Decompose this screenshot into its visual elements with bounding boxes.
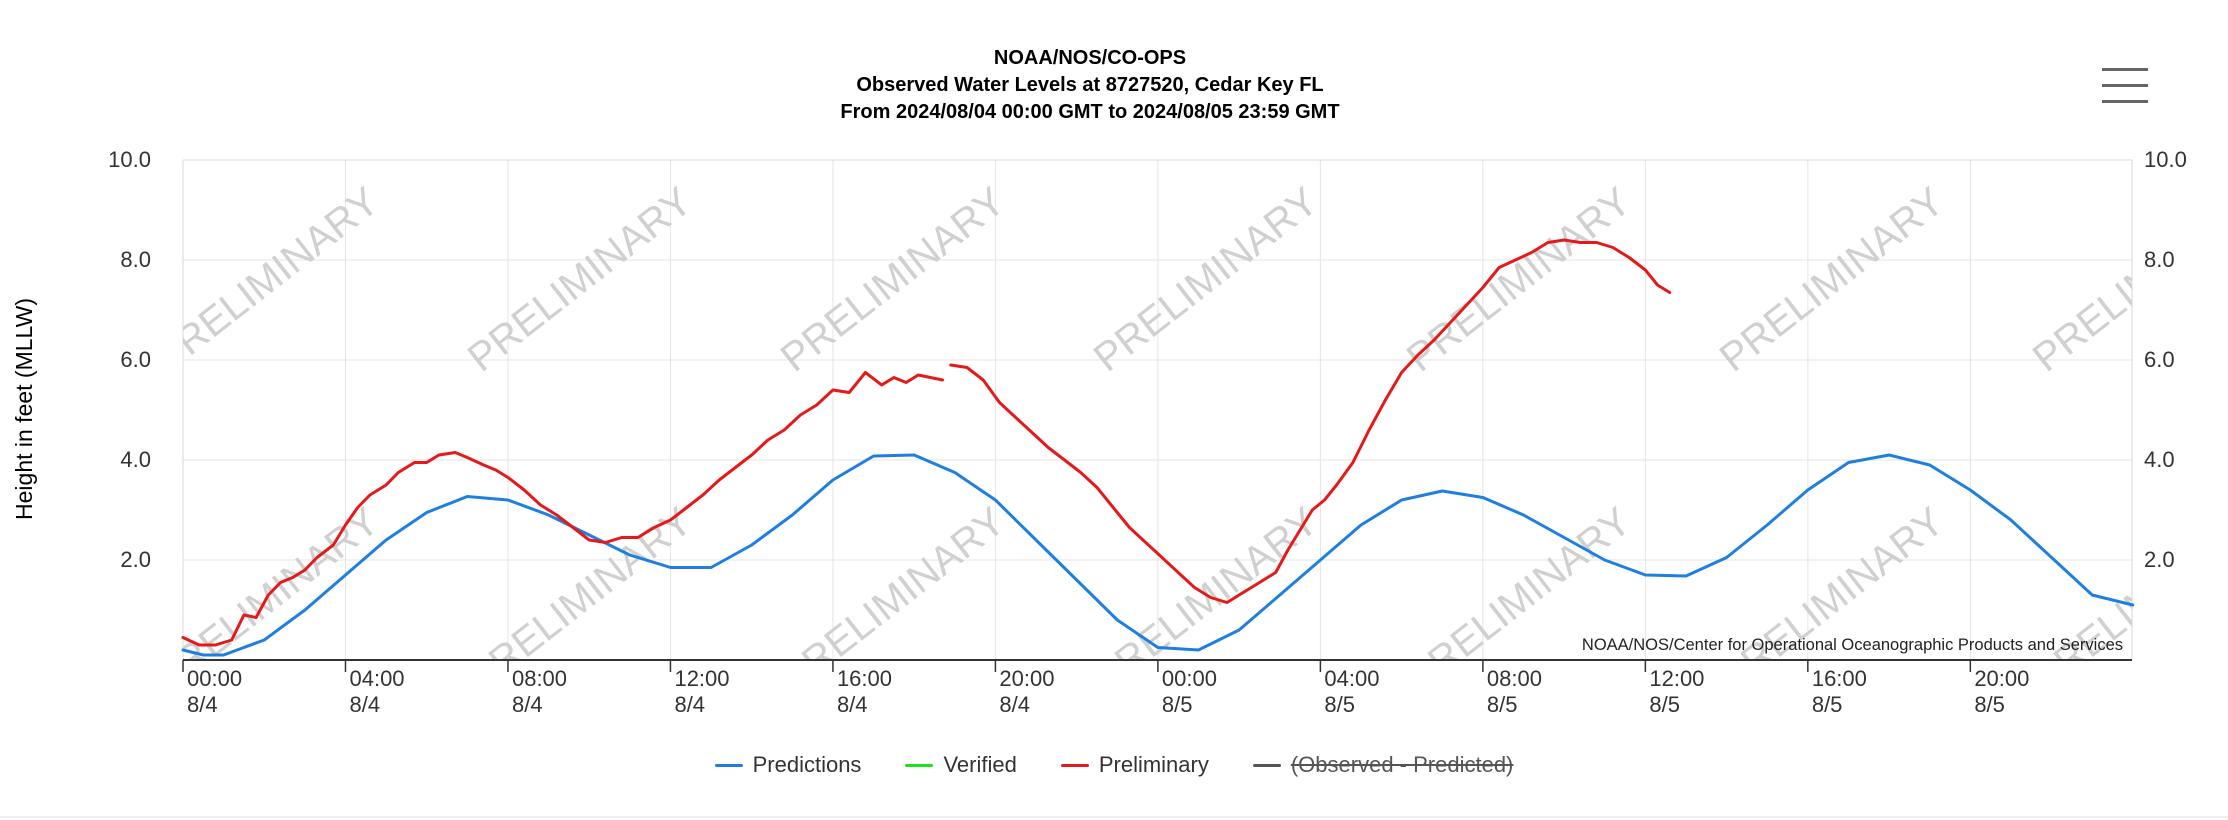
x-tick-label-date: 8/4 <box>674 692 705 717</box>
hamburger-menu-icon[interactable] <box>2100 62 2152 112</box>
x-tick-label-time: 04:00 <box>349 666 404 691</box>
chart-title-agency: NOAA/NOS/CO-OPS <box>993 47 1187 69</box>
x-tick-label-time: 08:00 <box>512 666 567 691</box>
legend-swatch-preliminary <box>1060 763 1089 767</box>
x-tick-label-time: 20:00 <box>1974 666 2029 691</box>
credit-text: NOAA/NOS/Center for Operational Oceanogr… <box>1582 636 2123 654</box>
legend-label: Verified <box>943 752 1017 777</box>
y-axis-label: Height in feet (MLLW) <box>11 298 37 520</box>
water-level-chart: PRELIMINARY PRELIMINARY PRELIMINARY PRELIMI… <box>11 147 2228 717</box>
series-line-preliminary-1[interactable] <box>181 371 945 647</box>
y-tick-label-right: 6.0 <box>2144 347 2175 372</box>
legend-item-observed-minus-predicted[interactable]: (Observed - Predicted) <box>1252 752 1514 778</box>
legend-label: (Observed - Predicted) <box>1290 752 1514 777</box>
x-tick-label-time: 20:00 <box>999 666 1054 691</box>
x-tick-label-time: 12:00 <box>674 666 729 691</box>
y-tick-label-right: 10.0 <box>2144 147 2187 172</box>
legend-swatch-predictions <box>714 763 743 767</box>
watermark-text: PRELIMINARY <box>773 179 1013 380</box>
x-tick-label-date: 8/4 <box>837 692 868 717</box>
y-tick-label-left: 8.0 <box>120 247 151 272</box>
watermark-text: PRELIMINARY <box>1399 179 1639 380</box>
y-tick-label-right: 8.0 <box>2144 247 2175 272</box>
chart-title-range: From 2024/08/04 00:00 GMT to 2024/08/05 … <box>840 101 1340 123</box>
y-tick-label-left: 6.0 <box>120 347 151 372</box>
x-tick-label-date: 8/4 <box>999 692 1030 717</box>
x-tick-label-date: 8/5 <box>1974 692 2005 717</box>
legend-label: Predictions <box>752 752 862 777</box>
legend-label: Preliminary <box>1098 752 1209 777</box>
series-line-preliminary-2[interactable] <box>949 238 1672 604</box>
x-tick-label-time: 00:00 <box>1162 666 1217 691</box>
legend-swatch-verified <box>905 763 934 767</box>
x-tick-label-date: 8/4 <box>349 692 380 717</box>
x-tick-label-date: 8/5 <box>1812 692 1843 717</box>
legend-item-preliminary[interactable]: Preliminary <box>1060 752 1209 778</box>
footer-divider <box>0 816 2228 818</box>
legend-swatch-observed-minus-predicted <box>1252 763 1281 767</box>
y-tick-label-right: 2.0 <box>2144 547 2175 572</box>
axes: 2.0 2.04.0 4.06.0 6.08.0 8.010.0 10.000:008/4… <box>108 147 2187 717</box>
series-line-predictions-0[interactable] <box>181 453 2135 657</box>
watermark: PRELIMINARY PRELIMINARY PRELIMINARY PRELIMI… <box>183 179 2228 700</box>
grid <box>182 159 2133 660</box>
chart-title-station: Observed Water Levels at 8727520, Cedar … <box>856 74 1324 96</box>
x-tick-label-date: 8/5 <box>1487 692 1518 717</box>
watermark-text: PRELIMINARY <box>1086 179 1326 380</box>
x-tick-label-date: 8/5 <box>1162 692 1193 717</box>
legend-item-verified[interactable]: Verified <box>905 752 1017 778</box>
x-tick-label-time: 04:00 <box>1324 666 1379 691</box>
x-tick-label-time: 08:00 <box>1487 666 1542 691</box>
x-tick-label-date: 8/5 <box>1324 692 1355 717</box>
x-tick-label-date: 8/4 <box>187 692 218 717</box>
y-tick-label-right: 4.0 <box>2144 447 2175 472</box>
legend: Predictions Verified Preliminary (Observ… <box>0 752 2228 778</box>
y-tick-label-left: 10.0 <box>108 147 151 172</box>
watermark-text: PRELIMINARY <box>460 179 700 380</box>
x-tick-label-time: 16:00 <box>1812 666 1867 691</box>
watermark-text: PRELIMINARY <box>1712 179 1952 380</box>
x-tick-label-date: 8/4 <box>512 692 543 717</box>
x-tick-label-time: 12:00 <box>1649 666 1704 691</box>
x-tick-label-date: 8/5 <box>1649 692 1680 717</box>
watermark-text: PRELIMINARY <box>773 499 1013 700</box>
x-tick-label-time: 00:00 <box>187 666 242 691</box>
watermark-text: PRELIMINARY <box>2025 499 2228 700</box>
watermark-text: PRELIMINARY <box>2025 179 2228 380</box>
legend-item-predictions[interactable]: Predictions <box>714 752 862 778</box>
y-tick-label-left: 4.0 <box>120 447 151 472</box>
x-tick-label-time: 16:00 <box>837 666 892 691</box>
y-tick-label-left: 2.0 <box>120 547 151 572</box>
series-layer <box>181 238 2135 657</box>
